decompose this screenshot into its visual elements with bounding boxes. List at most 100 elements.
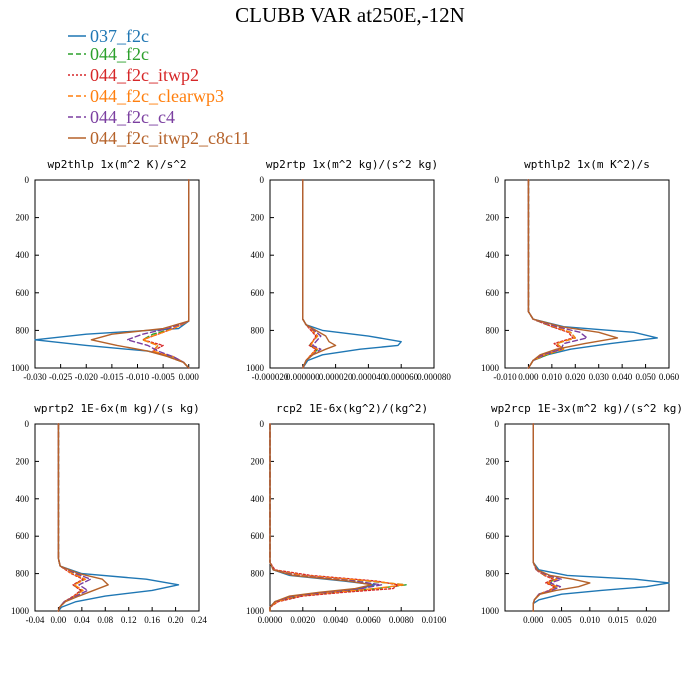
- x-tick-label: 0.015: [608, 615, 629, 625]
- y-tick-label: 800: [16, 569, 30, 579]
- panels: wp2thlp 1x(m^2 K)/s^202004006008001000-0…: [11, 158, 683, 625]
- y-tick-label: 0: [25, 175, 30, 185]
- x-tick-label: 0.010: [580, 615, 601, 625]
- x-tick-label: 0.12: [121, 615, 137, 625]
- series-line-037_f2c: [527, 179, 658, 369]
- x-tick-label: 0.0080: [389, 615, 414, 625]
- y-tick-label: 200: [16, 456, 30, 466]
- x-tick-label: 0.040: [612, 372, 633, 382]
- plot-frame: [34, 423, 200, 612]
- x-tick-label: -0.000020: [252, 372, 289, 382]
- series-line-044_f2c: [57, 423, 86, 612]
- legend-entry: 044_f2c_c4: [68, 107, 175, 127]
- y-tick-label: 600: [251, 288, 265, 298]
- y-tick-label: 600: [251, 531, 265, 541]
- x-tick-label: 0.16: [144, 615, 160, 625]
- legend-label: 037_f2c: [90, 26, 149, 46]
- chart-panel: wp2rtp 1x(m^2 kg)/(s^2 kg)0 200 400 600 800 1…: [246, 158, 451, 382]
- y-tick-label: 1000: [246, 363, 265, 373]
- series-line-044_f2c: [302, 179, 319, 369]
- x-tick-label: 0.04: [74, 615, 90, 625]
- y-tick-label: 0: [260, 419, 265, 429]
- plot-frame: [269, 179, 435, 369]
- series-line-044_f2c_itwp2_c8c11: [57, 423, 109, 612]
- series-line-044_f2c_itwp2: [527, 179, 574, 369]
- y-tick-label: 1000: [11, 363, 30, 373]
- y-tick-label: 800: [251, 325, 265, 335]
- series-line-044_f2c: [141, 179, 190, 369]
- x-tick-label: 0.0000: [258, 615, 283, 625]
- x-tick-label: 0.0060: [356, 615, 381, 625]
- y-tick-label: 400: [251, 494, 265, 504]
- y-tick-label: 1000: [11, 606, 30, 616]
- x-tick-label: 0.000: [518, 372, 539, 382]
- x-tick-label: -0.04: [26, 615, 45, 625]
- x-tick-label: 0.000040: [352, 372, 386, 382]
- series-line-044_f2c_itwp2_c8c11: [269, 423, 373, 612]
- legend-entry: 044_f2c_clearwp3: [68, 86, 224, 106]
- series-line-044_f2c_itwp2: [269, 423, 399, 612]
- chart-panel: wp2rcp 1E-3x(m^2 kg)/(s^2 kg) 0 200 400 600 8…: [481, 402, 683, 625]
- x-tick-label: 0.000080: [417, 372, 451, 382]
- x-tick-label: 0.000000: [286, 372, 320, 382]
- x-tick-label: -0.015: [100, 372, 124, 382]
- x-tick-label: -0.025: [49, 372, 73, 382]
- y-tick-label: 200: [16, 213, 30, 223]
- y-tick-label: 0: [260, 175, 265, 185]
- y-tick-label: 600: [16, 531, 30, 541]
- x-tick-label: 0.000: [523, 615, 544, 625]
- series-line-037_f2c: [34, 179, 190, 369]
- y-tick-label: 800: [16, 325, 30, 335]
- x-tick-label: 0.000060: [384, 372, 418, 382]
- x-tick-label: 0.00: [51, 615, 67, 625]
- series-line-044_f2c_c4: [126, 179, 190, 369]
- series-line-044_f2c_clearwp3: [141, 179, 190, 369]
- y-tick-label: 1000: [481, 363, 500, 373]
- legend-entry: 044_f2c: [68, 44, 149, 64]
- y-tick-label: 800: [251, 569, 265, 579]
- panel-title: wp2rtp 1x(m^2 kg)/(s^2 kg): [266, 158, 438, 171]
- legend-label: 044_f2c: [90, 44, 149, 64]
- series-line-044_f2c_itwp2_c8c11: [532, 423, 591, 612]
- y-tick-label: 800: [486, 569, 500, 579]
- x-tick-label: 0.0040: [323, 615, 348, 625]
- panel-title: rcp2 1E-6x(kg^2)/(kg^2): [276, 402, 428, 415]
- x-tick-label: 0.020: [636, 615, 657, 625]
- x-tick-label: 0.20: [168, 615, 184, 625]
- series-line-044_f2c_clearwp3: [527, 179, 576, 369]
- x-tick-label: -0.010: [126, 372, 150, 382]
- legend: 037_f2c 044_f2c 044_f2c_itwp2 044_f2c_cl…: [68, 26, 250, 148]
- y-tick-label: 200: [251, 213, 265, 223]
- x-tick-label: 0.24: [191, 615, 207, 625]
- x-tick-label: 0.050: [635, 372, 656, 382]
- y-tick-label: 600: [16, 288, 30, 298]
- y-tick-label: 400: [486, 250, 500, 260]
- y-tick-label: 0: [495, 419, 500, 429]
- series-line-044_f2c_c4: [302, 179, 322, 369]
- x-tick-label: -0.005: [152, 372, 176, 382]
- series-line-044_f2c_itwp2_c8c11: [302, 179, 337, 369]
- legend-label: 044_f2c_itwp2: [90, 65, 199, 85]
- x-tick-label: 0.000: [179, 372, 200, 382]
- y-tick-label: 600: [486, 288, 500, 298]
- series-line-044_f2c_c4: [57, 423, 92, 612]
- y-tick-label: 400: [16, 494, 30, 504]
- legend-label: 044_f2c_clearwp3: [90, 86, 224, 106]
- series-line-044_f2c_c4: [527, 179, 588, 369]
- x-tick-label: 0.030: [589, 372, 610, 382]
- x-tick-label: -0.030: [23, 372, 47, 382]
- y-tick-label: 400: [251, 250, 265, 260]
- plot-frame: [504, 423, 670, 612]
- plot-frame: [34, 179, 200, 369]
- legend-entry: 044_f2c_itwp2_c8c11: [68, 128, 250, 148]
- plot-frame: [269, 423, 435, 612]
- legend-entry: 037_f2c: [68, 26, 149, 46]
- y-tick-label: 0: [495, 175, 500, 185]
- y-tick-label: 1000: [481, 606, 500, 616]
- x-tick-label: -0.010: [493, 372, 517, 382]
- x-tick-label: 0.060: [659, 372, 680, 382]
- series-line-044_f2c_itwp2: [302, 179, 317, 369]
- x-tick-label: 0.020: [565, 372, 586, 382]
- legend-label: 044_f2c_c4: [90, 107, 175, 127]
